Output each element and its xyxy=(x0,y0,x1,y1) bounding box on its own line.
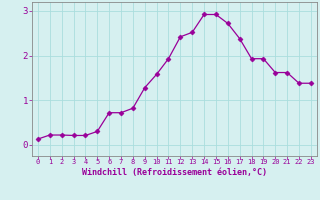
X-axis label: Windchill (Refroidissement éolien,°C): Windchill (Refroidissement éolien,°C) xyxy=(82,168,267,177)
